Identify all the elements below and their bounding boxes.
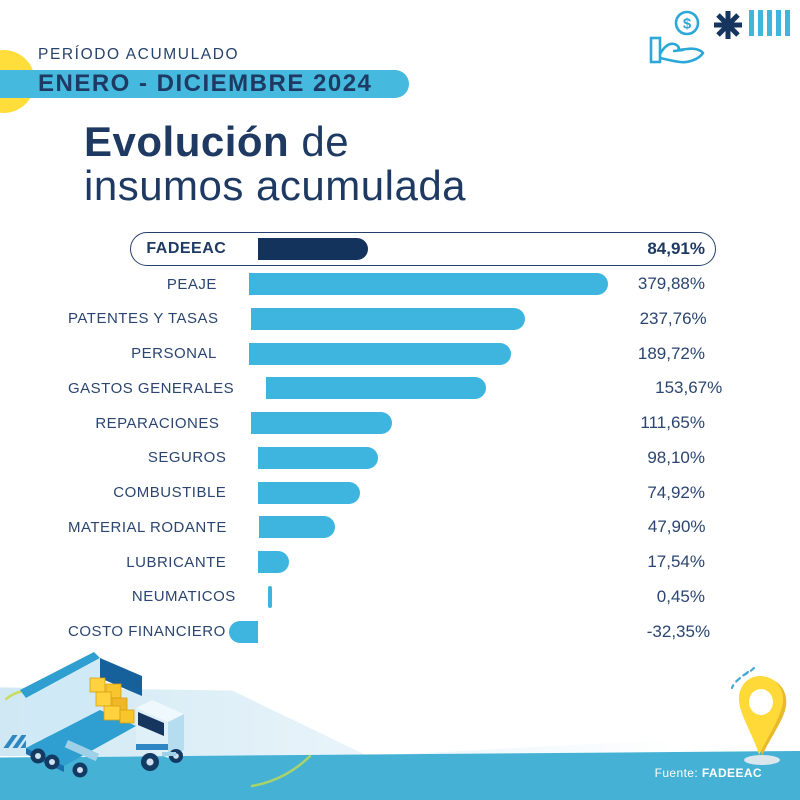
bar-row-value: 98,10% [647,447,705,467]
bar-row-label: PEAJE [166,275,217,293]
bar-zone [226,446,647,469]
bar-zone [219,307,640,330]
bar-row-label: COSTO FINANCIERO [68,623,226,641]
bar-zone [227,516,648,539]
bar-zone [217,342,638,365]
bar-row: COMBUSTIBLE 74,92% [68,475,719,510]
bar-chart: FADEEAC 84,91% PEAJE 379,88% PATENTES Y … [68,232,722,649]
bar [266,377,487,400]
bar-row-value: 379,88% [637,274,705,294]
bar-zone [234,377,655,400]
bar-zone [236,585,657,608]
bar-row: SEGUROS 98,10% [68,441,719,476]
bar-row-label: NEUMATICOS [131,588,236,606]
bar [258,516,335,539]
source-value: FADEEAC [701,766,762,780]
bar-zone [217,273,638,296]
bar-row: FADEEAC 84,91% [68,232,719,267]
bar-row: COSTO FINANCIERO -32,35% [68,614,719,649]
svg-text:$: $ [683,16,692,33]
title-rest: de [289,118,350,165]
bar-row-value: 84,91% [647,239,705,259]
bar-row-label: SEGUROS [147,449,227,467]
bar [250,307,525,330]
bar [258,238,369,261]
bar-row-label: FADEEAC [146,240,227,258]
bar [258,446,379,469]
page-title: Evolución de insumos acumulada [84,120,466,208]
bar-row-value: 74,92% [647,482,705,502]
bar-row-label: COMBUSTIBLE [113,484,227,502]
fadeeac-highlight-pill [130,232,716,266]
bar [248,273,608,296]
hand-coin-icon: $ [647,8,711,75]
truck-illustration [16,644,202,785]
bar-row: MATERIAL RODANTE 47,90% [68,510,719,545]
bar-row-value: 111,65% [640,413,705,433]
bar [267,585,272,608]
bar-zone [226,238,647,261]
bar-row-value: 153,67% [655,378,723,398]
bar-row-label: PATENTES Y TASAS [68,310,219,328]
bar [251,412,393,435]
bar-row-value: 47,90% [647,517,706,537]
period-banner-text: ENERO - DICIEMBRE 2024 [38,70,373,97]
bar-row: LUBRICANTE 17,54% [68,545,719,580]
period-banner: ENERO - DICIEMBRE 2024 [0,70,409,98]
bar-row-label: GASTOS GENERALES [68,379,235,397]
bar-row-value: 189,72% [637,343,705,363]
bar [228,620,258,643]
bar-row-value: 0,45% [656,586,705,606]
bar [248,342,511,365]
bar-zone [226,481,647,504]
tally-bars-icon [745,10,790,36]
bar-row: PATENTES Y TASAS 237,76% [68,302,719,337]
bar-zone [226,620,647,643]
bar [258,481,361,504]
bar-row: PEAJE 379,88% [68,267,719,302]
bar-rows: FADEEAC 84,91% PEAJE 379,88% PATENTES Y … [68,232,722,649]
bar-row-value: 17,54% [647,552,705,572]
bar-row: REPARACIONES 111,65% [68,406,719,441]
bar-row-label: MATERIAL RODANTE [68,518,227,536]
bar-row: GASTOS GENERALES 153,67% [68,371,722,406]
bar-row: PERSONAL 189,72% [68,336,719,371]
header-icons: $ [647,8,790,75]
bar-row: NEUMATICOS 0,45% [68,580,719,615]
bar-row-label: LUBRICANTE [126,553,227,571]
bar-zone [219,412,640,435]
bar-row-label: REPARACIONES [95,414,220,432]
bar-row-value: 237,76% [639,308,707,328]
bar [258,551,290,574]
asterisk-icon [713,10,743,45]
bar-zone [226,551,647,574]
title-bold: Evolución [84,118,290,165]
location-pin-illustration [718,660,790,775]
bar-row-value: -32,35% [646,621,711,641]
bottom-band [0,751,800,800]
green-arc-decoration [248,752,312,795]
bar-row-label: PERSONAL [131,345,217,363]
period-eyebrow: PERÍODO ACUMULADO [38,46,240,63]
title-line2: insumos acumulada [84,162,467,209]
source-credit: Fuente: FADEEAC [655,766,762,780]
source-label: Fuente: [654,766,699,780]
